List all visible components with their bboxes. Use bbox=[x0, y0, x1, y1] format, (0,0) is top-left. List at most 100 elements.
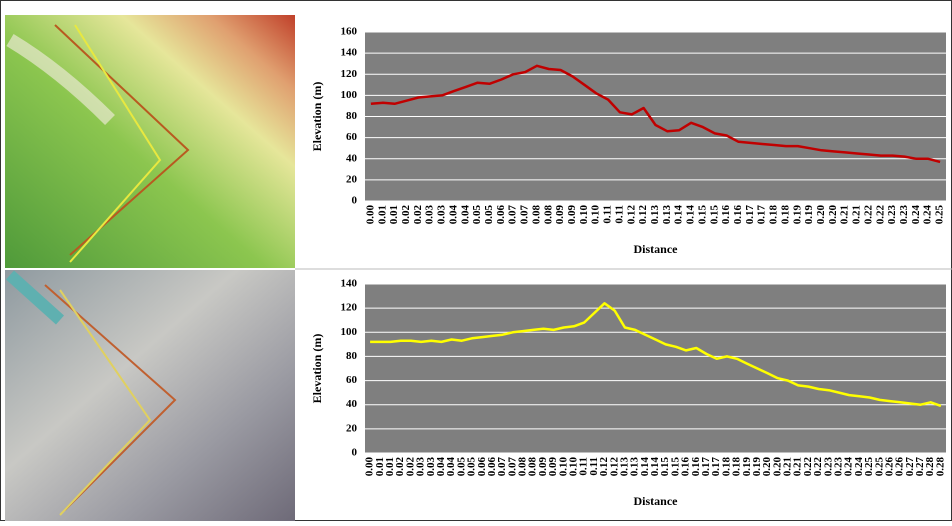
x-tick-label: 0.23 bbox=[822, 457, 834, 477]
x-tick-label: 0.22 bbox=[802, 457, 814, 477]
x-tick-label: 0.21 bbox=[851, 205, 863, 224]
x-tick-label: 0.05 bbox=[483, 205, 495, 225]
x-tick-label: 0.13 bbox=[661, 205, 673, 225]
x-tick-label: 0.12 bbox=[598, 457, 610, 477]
x-tick-label: 0.16 bbox=[680, 457, 692, 477]
profile-line bbox=[370, 302, 942, 408]
profile-line-yellow bbox=[69, 24, 162, 263]
x-tick-label: 0.21 bbox=[792, 457, 804, 476]
x-tick-label: 0.08 bbox=[530, 205, 542, 225]
x-tick-label: 0.04 bbox=[447, 205, 459, 225]
x-tick-label: 0.02 bbox=[412, 205, 424, 225]
ridge bbox=[6, 33, 115, 125]
x-tick-label: 0.19 bbox=[791, 205, 803, 225]
y-tick-label: 140 bbox=[341, 47, 358, 59]
x-tick-label: 0.11 bbox=[602, 205, 614, 224]
x-tick-label: 0.06 bbox=[476, 457, 488, 477]
x-tick-label: 0.18 bbox=[731, 457, 743, 477]
x-tick-label: 0.05 bbox=[466, 457, 478, 477]
river bbox=[5, 270, 65, 325]
x-tick-label: 0.08 bbox=[527, 457, 539, 477]
x-tick-label: 0.15 bbox=[708, 205, 720, 225]
x-tick-label: 0.25 bbox=[863, 457, 875, 477]
x-tick-label: 0.26 bbox=[894, 457, 906, 477]
x-tick-label: 0.22 bbox=[862, 205, 874, 225]
x-tick-label: 0.14 bbox=[673, 205, 685, 225]
x-tick-label: 0.14 bbox=[685, 205, 697, 225]
x-tick-label: 0.16 bbox=[732, 205, 744, 225]
x-tick-label: 0.10 bbox=[557, 457, 569, 477]
x-tick-label: 0.09 bbox=[547, 457, 559, 477]
x-tick-label: 0.27 bbox=[904, 457, 916, 477]
x-tick-label: 0.17 bbox=[744, 205, 756, 225]
x-tick-label: 0.26 bbox=[883, 457, 895, 477]
x-tick-label: 0.20 bbox=[815, 205, 827, 225]
x-tick-label: 0.25 bbox=[873, 457, 885, 477]
x-tick-label: 0.03 bbox=[424, 205, 436, 225]
y-tick-label: 0 bbox=[352, 195, 358, 207]
y-axis-title: Elevation (m) bbox=[310, 82, 324, 152]
profile-line bbox=[370, 64, 941, 164]
y-tick-label: 0 bbox=[352, 447, 358, 459]
x-tick-label: 0.01 bbox=[384, 457, 396, 476]
x-tick-label: 0.04 bbox=[435, 457, 447, 477]
x-tick-label: 0.16 bbox=[690, 457, 702, 477]
x-tick-label: 0.24 bbox=[922, 205, 934, 225]
x-tick-label: 0.01 bbox=[374, 457, 386, 476]
x-tick-label: 0.17 bbox=[700, 457, 712, 477]
y-tick-label: 40 bbox=[346, 398, 358, 410]
x-tick-label: 0.10 bbox=[578, 205, 590, 225]
x-tick-label: 0.01 bbox=[376, 205, 388, 224]
x-tick-label: 0.03 bbox=[425, 457, 437, 477]
x-tick-label: 0.24 bbox=[910, 205, 922, 225]
x-tick-label: 0.12 bbox=[637, 205, 649, 225]
x-tick-label: 0.14 bbox=[649, 457, 661, 477]
profile-line-red bbox=[44, 284, 177, 511]
x-tick-label: 0.09 bbox=[554, 205, 566, 225]
x-tick-label: 0.21 bbox=[782, 457, 794, 476]
x-tick-label: 0.04 bbox=[459, 205, 471, 225]
x-tick-label: 0.13 bbox=[629, 457, 641, 477]
x-tick-label: 0.22 bbox=[874, 205, 886, 225]
y-tick-label: 100 bbox=[341, 89, 358, 101]
x-tick-label: 0.10 bbox=[567, 457, 579, 477]
y-tick-label: 60 bbox=[346, 374, 358, 386]
x-axis-title: Distance bbox=[634, 242, 679, 256]
x-tick-label: 0.02 bbox=[400, 205, 412, 225]
x-tick-label: 0.00 bbox=[364, 205, 376, 225]
x-tick-label: 0.06 bbox=[495, 205, 507, 225]
x-tick-label: 0.11 bbox=[578, 457, 590, 476]
y-tick-label: 80 bbox=[346, 350, 358, 362]
y-tick-label: 120 bbox=[341, 302, 358, 314]
x-tick-label: 0.11 bbox=[613, 205, 625, 224]
plot-area bbox=[365, 284, 946, 453]
x-tick-label: 0.15 bbox=[669, 457, 681, 477]
x-tick-label: 0.08 bbox=[542, 205, 554, 225]
y-tick-label: 160 bbox=[341, 26, 358, 38]
y-axis-title: Elevation (m) bbox=[310, 334, 324, 404]
x-tick-label: 0.19 bbox=[803, 205, 815, 225]
x-tick-label: 0.27 bbox=[914, 457, 926, 477]
x-tick-label: 0.23 bbox=[898, 205, 910, 225]
x-tick-label: 0.15 bbox=[696, 205, 708, 225]
x-tick-label: 0.10 bbox=[590, 205, 602, 225]
x-tick-label: 0.24 bbox=[843, 457, 855, 477]
x-tick-label: 0.09 bbox=[537, 457, 549, 477]
x-tick-label: 0.17 bbox=[710, 457, 722, 477]
x-tick-label: 0.16 bbox=[720, 205, 732, 225]
x-tick-label: 0.18 bbox=[768, 205, 780, 225]
x-tick-label: 0.09 bbox=[566, 205, 578, 225]
x-tick-label: 0.00 bbox=[364, 457, 376, 477]
x-tick-label: 0.18 bbox=[720, 457, 732, 477]
x-tick-label: 0.20 bbox=[761, 457, 773, 477]
y-tick-label: 80 bbox=[346, 110, 358, 122]
x-tick-label: 0.28 bbox=[934, 457, 946, 477]
dem-map bbox=[5, 15, 295, 268]
x-tick-label: 0.14 bbox=[639, 457, 651, 477]
x-tick-label: 0.04 bbox=[445, 457, 457, 477]
x-tick-label: 0.12 bbox=[625, 205, 637, 225]
x-tick-label: 0.15 bbox=[659, 457, 671, 477]
x-tick-label: 0.22 bbox=[812, 457, 824, 477]
